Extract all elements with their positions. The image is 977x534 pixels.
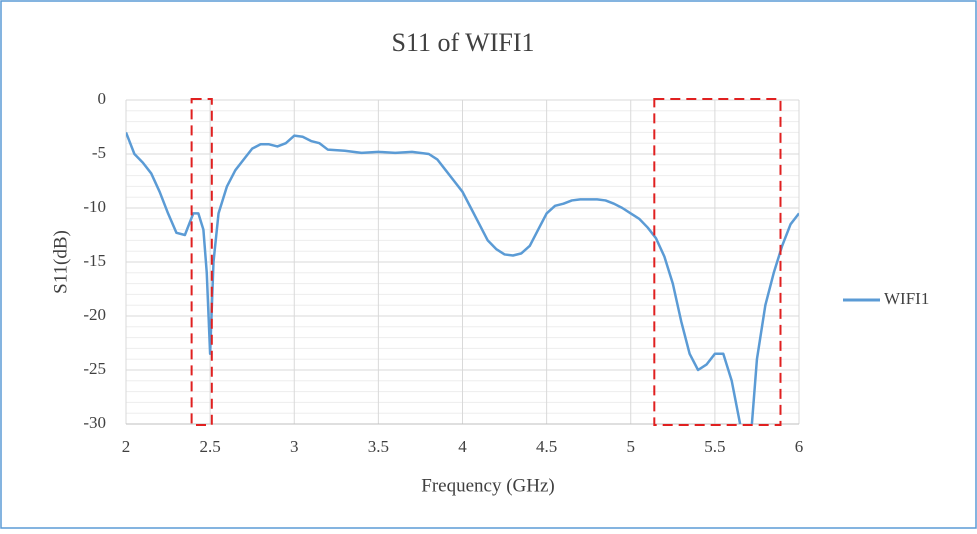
x-tick-label: 2.5 xyxy=(200,437,221,456)
y-axis-label: S11(dB) xyxy=(50,230,71,294)
x-tick-label: 3 xyxy=(290,437,299,456)
x-tick-label: 5.5 xyxy=(704,437,725,456)
y-tick-label: -30 xyxy=(83,413,106,432)
x-tick-label: 4 xyxy=(458,437,467,456)
y-tick-label: 0 xyxy=(98,89,107,108)
y-tick-label: -15 xyxy=(83,251,106,270)
x-tick-label: 2 xyxy=(122,437,131,456)
chart-title: S11 of WIFI1 xyxy=(392,28,535,57)
legend-label: WIFI1 xyxy=(884,289,929,308)
y-tick-label: -25 xyxy=(83,359,106,378)
y-tick-label: -5 xyxy=(92,143,106,162)
x-tick-label: 4.5 xyxy=(536,437,557,456)
data-line xyxy=(126,131,799,425)
y-tick-label: -20 xyxy=(83,305,106,324)
highlight-box xyxy=(190,98,213,426)
x-tick-label: 6 xyxy=(795,437,804,456)
highlight-box xyxy=(653,98,782,426)
x-tick-label: 5 xyxy=(627,437,636,456)
x-tick-label: 3.5 xyxy=(368,437,389,456)
x-axis-label: Frequency (GHz) xyxy=(421,475,554,496)
y-tick-label: -10 xyxy=(83,197,106,216)
